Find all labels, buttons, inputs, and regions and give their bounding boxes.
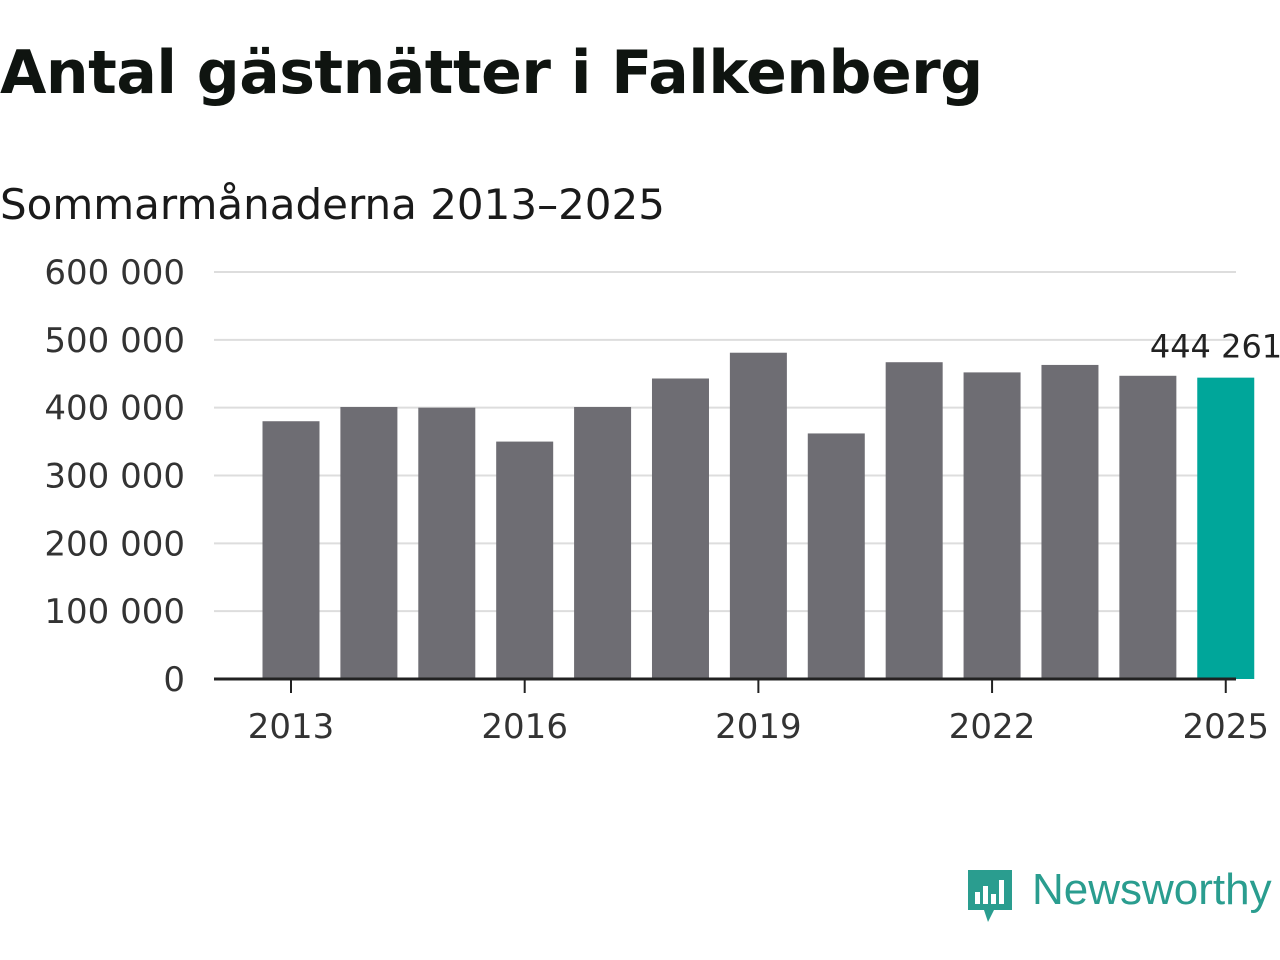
bar	[885, 362, 943, 679]
x-tick-label: 2019	[715, 707, 802, 747]
bar	[651, 378, 709, 679]
bar	[807, 433, 865, 679]
bar	[963, 372, 1021, 679]
bar	[418, 407, 476, 679]
bar-highlight	[1197, 377, 1255, 679]
bar-chart: 0 100 000 200 000 300 000 400 000 500 000 600 …	[44, 253, 1280, 747]
brand-name: Newsworthy	[1032, 865, 1272, 914]
bar	[1119, 375, 1177, 679]
data-label: 444 261	[1150, 328, 1280, 366]
bar	[262, 421, 320, 679]
bar	[340, 406, 398, 679]
chart-subtitle: Sommarmånaderna 2013–2025	[0, 180, 665, 229]
y-tick-label: 300 000	[44, 457, 185, 497]
x-tick-label: 2016	[481, 707, 568, 747]
bar	[496, 441, 554, 679]
bar	[1041, 364, 1099, 679]
y-tick-label: 400 000	[44, 389, 185, 429]
bar	[729, 352, 787, 679]
y-tick-label: 100 000	[44, 592, 185, 632]
newsworthy-logo: Newsworthy	[964, 864, 1276, 928]
y-tick-label: 500 000	[44, 321, 185, 361]
bar	[574, 406, 632, 679]
y-tick-label: 200 000	[44, 524, 185, 564]
newsworthy-logo-icon	[968, 870, 1012, 922]
x-tick-label: 2025	[1182, 707, 1269, 747]
y-tick-label: 600 000	[44, 253, 185, 293]
x-tick-label: 2022	[949, 707, 1036, 747]
chart-title: Antal gästnätter i Falkenberg	[0, 38, 983, 108]
y-tick-label: 0	[163, 660, 185, 700]
x-tick-label: 2013	[248, 707, 335, 747]
